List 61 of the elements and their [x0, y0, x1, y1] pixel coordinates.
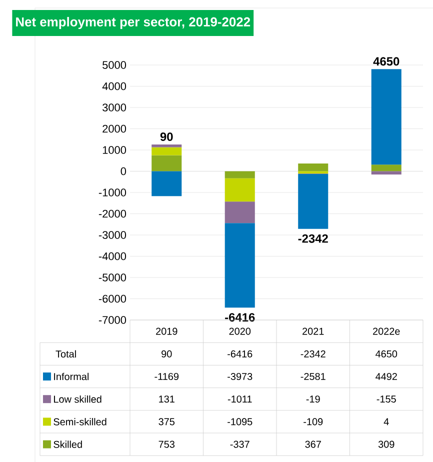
x-tick-label: 2022e [373, 328, 400, 335]
y-tick-label: 4000 [102, 82, 126, 90]
data-label: 309 [378, 440, 394, 448]
bar [224, 223, 255, 308]
x-tick-label: 2020 [229, 328, 251, 335]
bar [298, 163, 328, 172]
y-tick-label: 3000 [102, 104, 126, 112]
data-label: -1169 [154, 372, 179, 380]
data-label: -2581 [300, 372, 326, 380]
bar [298, 174, 328, 229]
data-label: -3973 [228, 372, 252, 380]
chart-title: Net employment per sector, 2019-2022 [16, 16, 250, 30]
bar [224, 202, 255, 224]
y-tick-label: -2000 [98, 210, 126, 218]
text: Total [56, 350, 76, 358]
data-label: -19 [306, 396, 320, 403]
total-label: 4650 [373, 57, 400, 66]
bar [152, 155, 182, 172]
text: -6416 [228, 350, 252, 358]
y-tick-label: -1000 [98, 188, 126, 196]
data-label: 367 [305, 440, 321, 448]
bar [298, 171, 328, 174]
data-label: -109 [304, 418, 323, 426]
data-label: -337 [230, 440, 250, 448]
y-tick-label: 5000 [102, 61, 126, 69]
text: 4650 [376, 350, 398, 358]
data-label: 131 [159, 396, 174, 403]
data-label: 375 [158, 418, 175, 426]
y-tick-label: -3000 [98, 231, 126, 239]
legend-label: Skilled [54, 440, 82, 448]
bar [152, 144, 182, 148]
bar [224, 178, 255, 202]
bar [371, 171, 402, 175]
legend-label: Low skilled [54, 395, 102, 403]
bar [371, 69, 402, 165]
data-label: 753 [158, 440, 174, 448]
y-tick-label: -5000 [98, 274, 126, 282]
y-tick-label: -4000 [98, 252, 126, 260]
bar [224, 171, 255, 178]
text: -2342 [300, 350, 326, 358]
total-label: -2342 [298, 234, 328, 243]
text: 90 [162, 350, 172, 358]
total-label: -6416 [225, 313, 255, 322]
y-tick-label: 0 [120, 167, 126, 176]
total-label: 90 [160, 132, 173, 141]
data-label: 4 [384, 418, 389, 426]
data-label: 4492 [376, 372, 397, 380]
data-label: -1095 [228, 418, 252, 426]
bar [371, 164, 402, 172]
y-tick-label: 2000 [102, 124, 126, 133]
legend-label: Informal [54, 372, 89, 380]
legend-label: Semi-skilled [54, 418, 106, 426]
y-tick-label: -6000 [98, 294, 126, 303]
y-tick-label: -7000 [98, 316, 126, 324]
data-label: -1011 [228, 396, 252, 403]
bar [152, 147, 182, 156]
x-tick-label: 2021 [302, 328, 324, 335]
x-tick-label: 2019 [156, 328, 178, 335]
y-tick-label: 1000 [102, 146, 126, 154]
bar [152, 171, 182, 196]
data-label: -155 [376, 396, 396, 403]
